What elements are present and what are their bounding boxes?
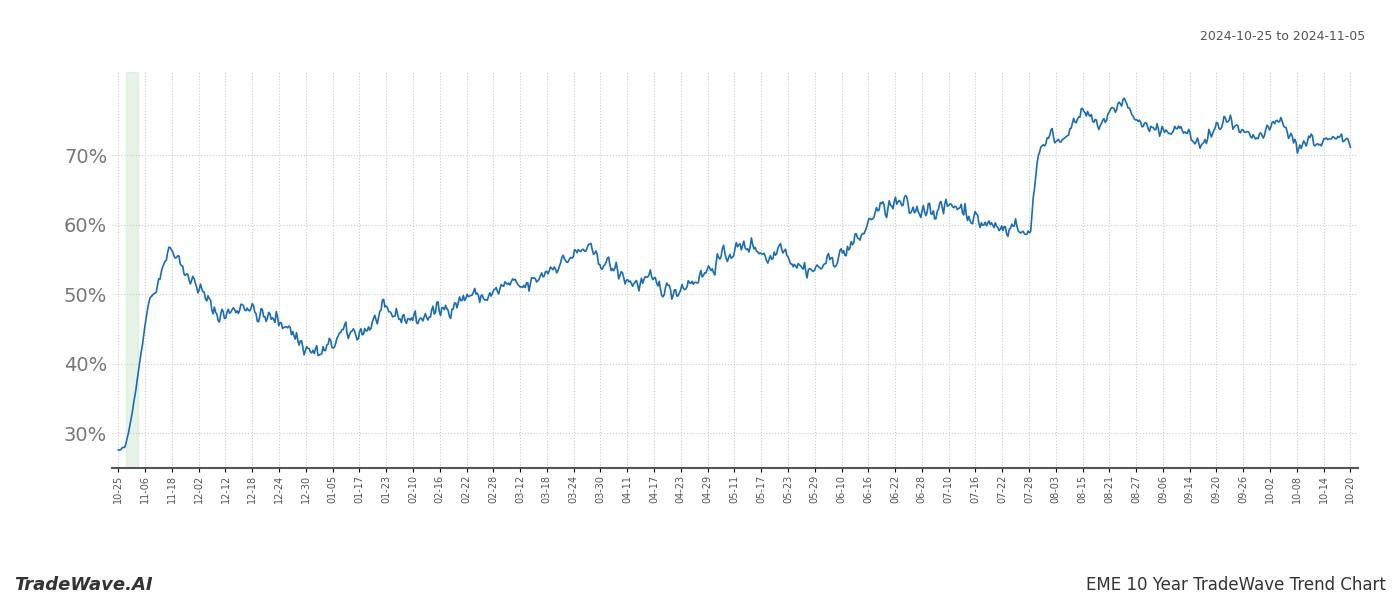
Text: TradeWave.AI: TradeWave.AI [14,576,153,594]
Bar [126,72,139,468]
Text: 2024-10-25 to 2024-11-05: 2024-10-25 to 2024-11-05 [1200,30,1365,43]
Text: EME 10 Year TradeWave Trend Chart: EME 10 Year TradeWave Trend Chart [1086,576,1386,594]
